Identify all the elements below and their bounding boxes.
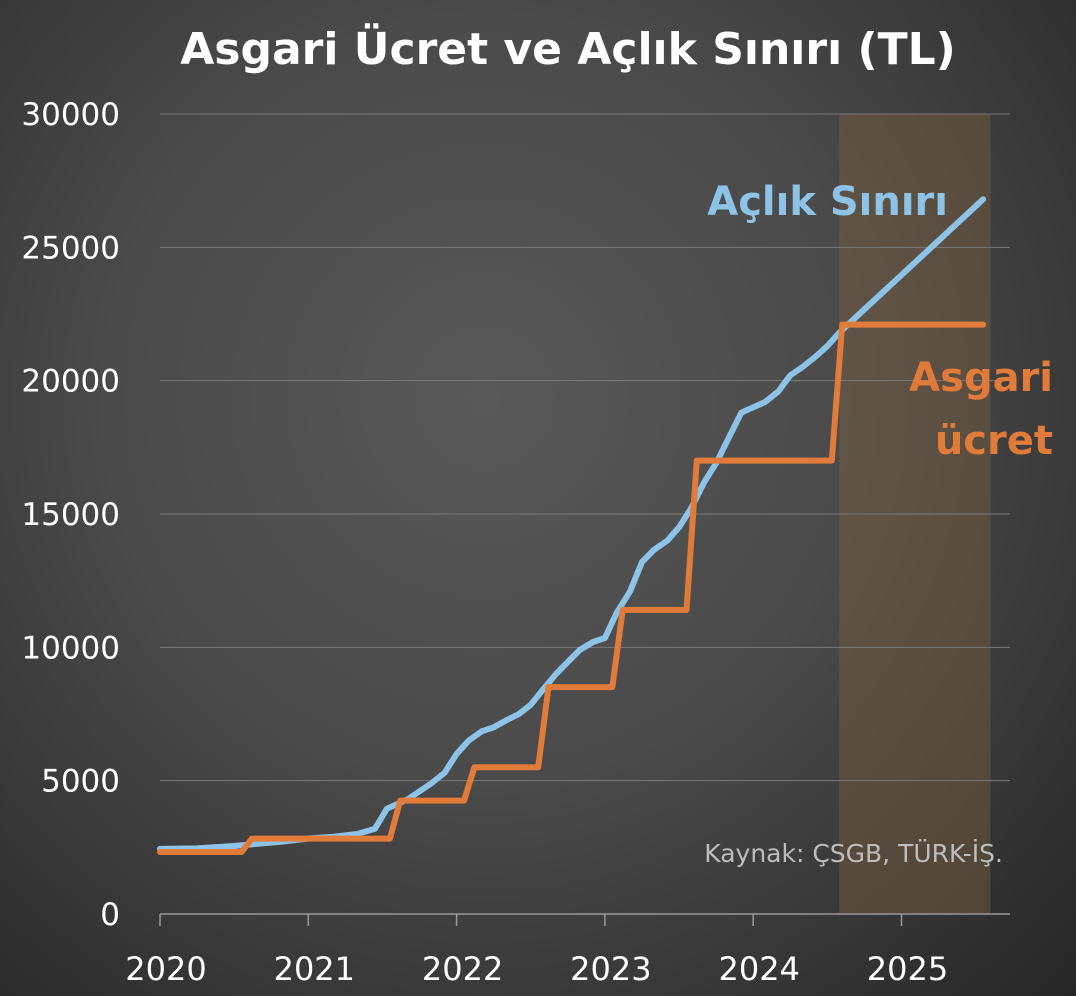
series-label-0: Açlık Sınırı — [707, 179, 948, 225]
x-tick-label: 2021 — [274, 950, 355, 988]
series-line-1 — [157, 321, 987, 855]
series-labels: Açlık Sınırı Asgari ücret — [707, 179, 1053, 464]
y-tick-label: 10000 — [21, 630, 120, 666]
x-tick-label: 2020 — [125, 950, 206, 988]
y-tick-label: 20000 — [21, 364, 120, 400]
x-tick-label: 2022 — [422, 950, 503, 988]
source-note: Kaynak: ÇSGB, TÜRK-İŞ. — [704, 839, 1003, 868]
y-tick-label: 30000 — [21, 97, 120, 133]
x-tick-label: 2023 — [570, 950, 651, 988]
x-axis: 2020 2021 2022 2023 2024 2025 — [125, 913, 1010, 988]
y-tick-label: 5000 — [41, 764, 120, 800]
y-tick-label: 15000 — [21, 497, 120, 533]
series-label-1: Asgari — [909, 355, 1053, 401]
y-tick-label: 25000 — [21, 230, 120, 266]
chart-title: Asgari Ücret ve Açlık Sınırı (TL) — [180, 22, 956, 75]
y-tick-label: 0 — [100, 897, 120, 933]
x-tick-label: 2024 — [718, 950, 799, 988]
x-tick-label: 2025 — [867, 950, 948, 988]
y-axis: 0 5000 10000 15000 20000 25000 30000 — [21, 97, 120, 933]
plot-lines — [157, 196, 987, 855]
series-line-0 — [157, 196, 987, 852]
series-label-1: ücret — [935, 418, 1053, 464]
